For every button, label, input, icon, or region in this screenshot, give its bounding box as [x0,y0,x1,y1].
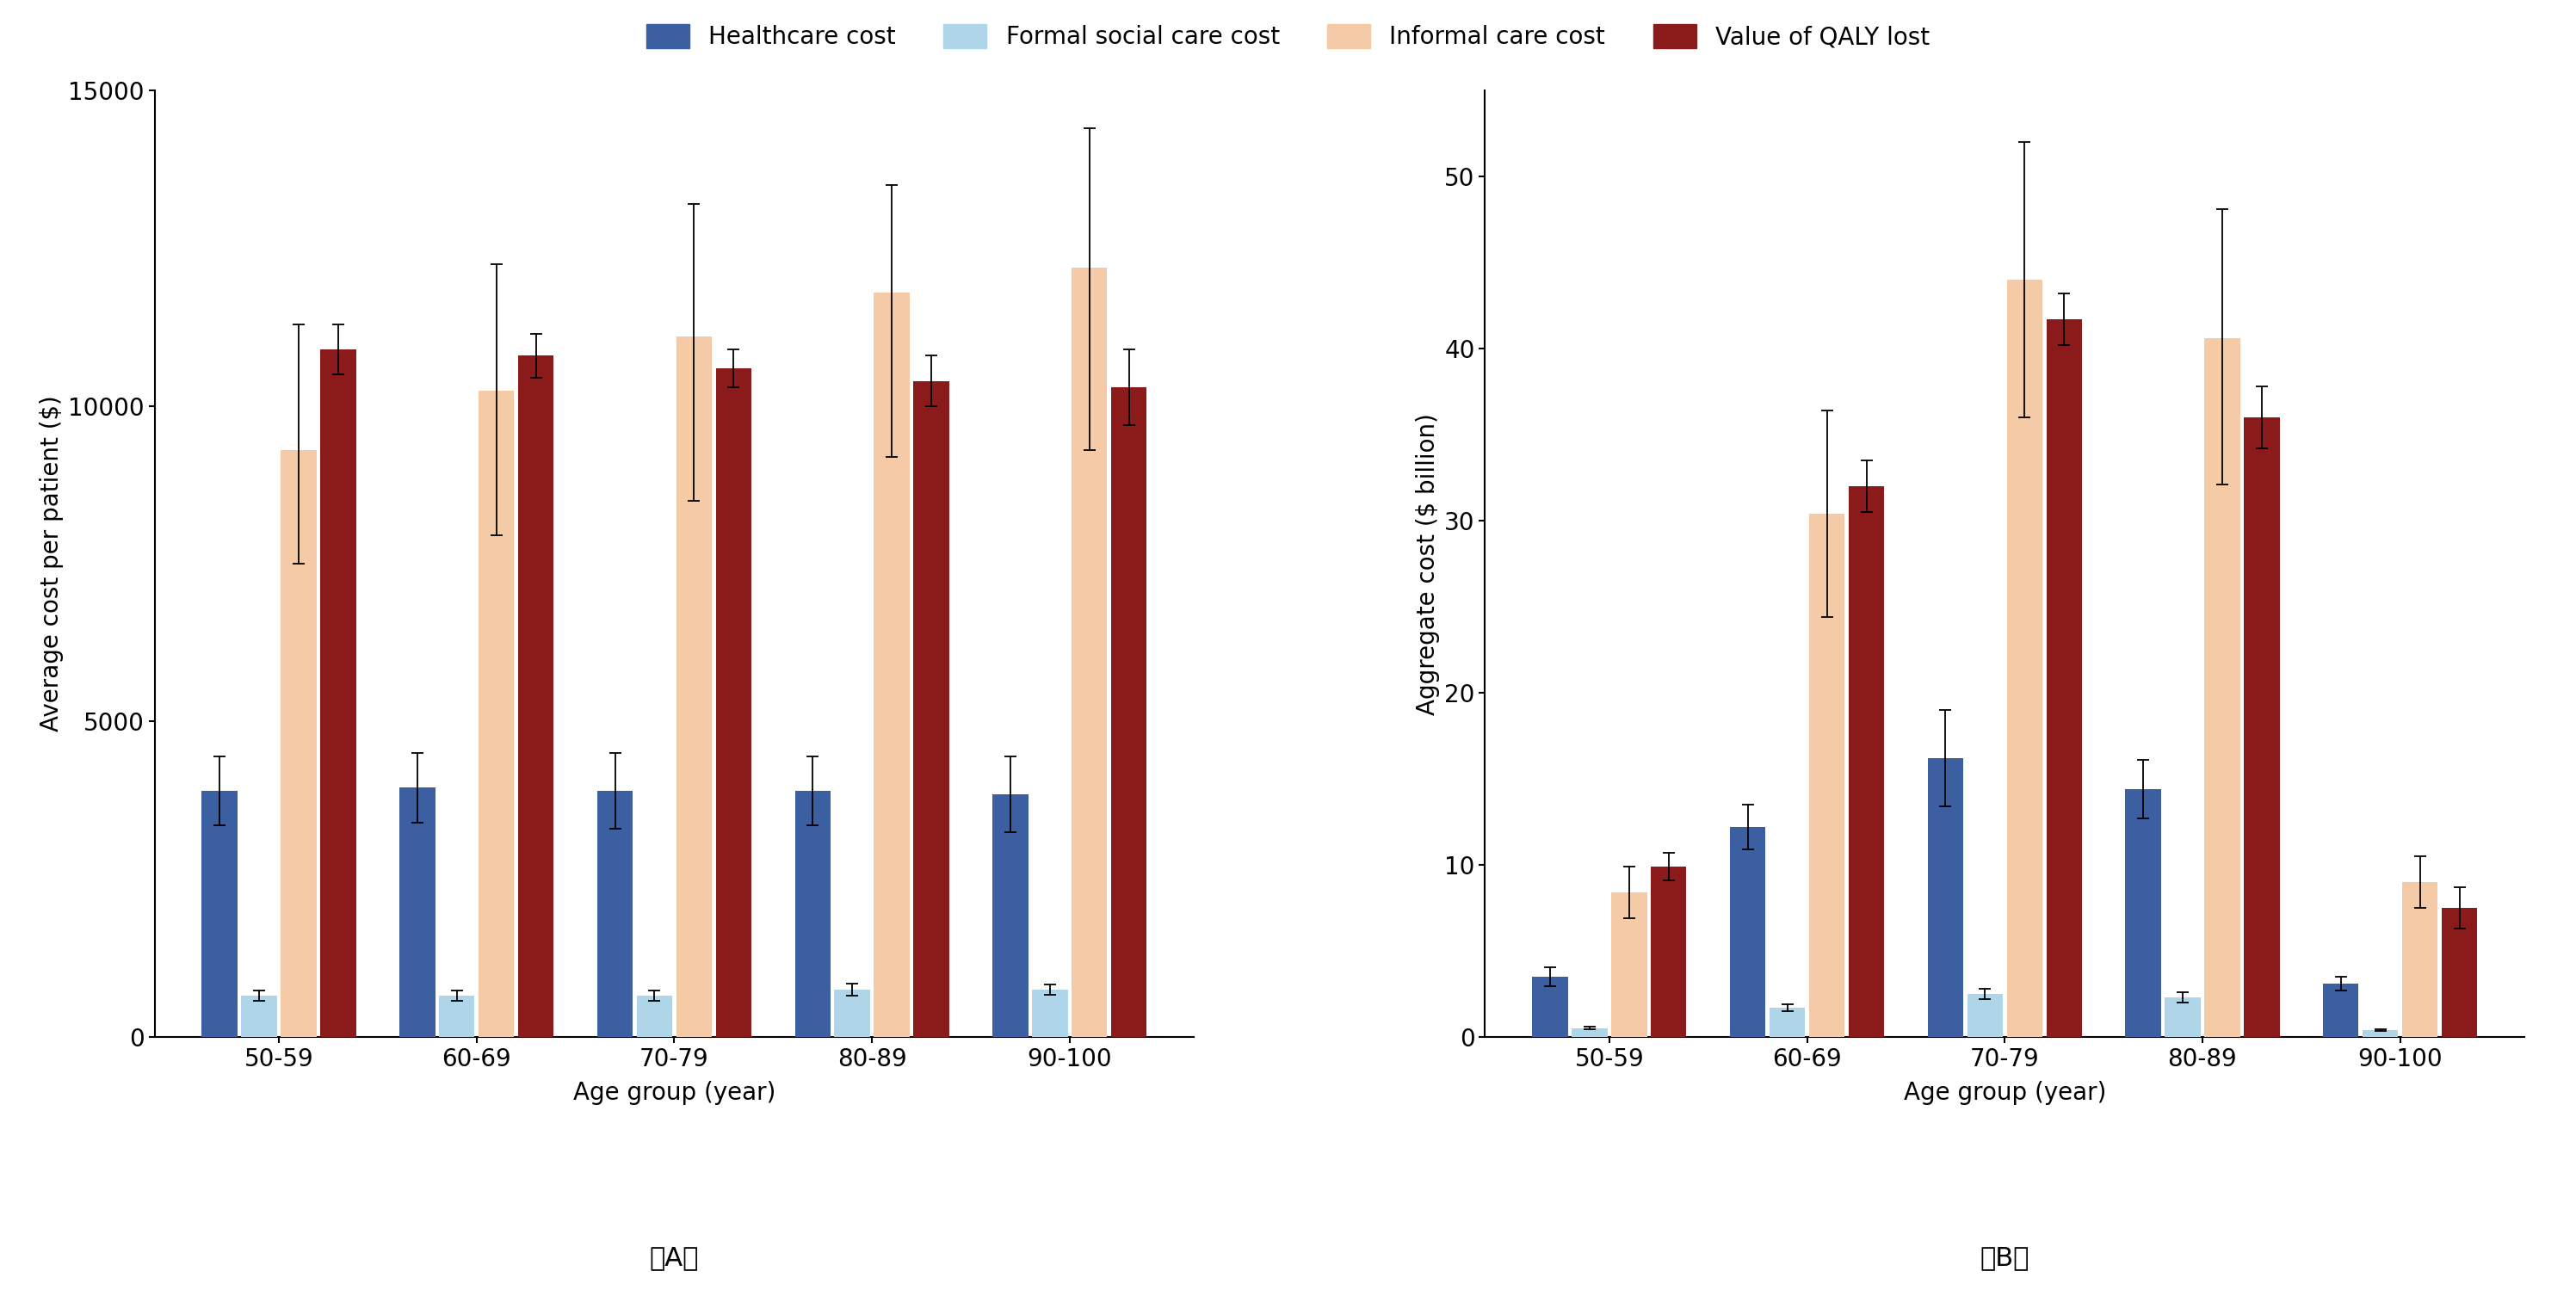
Bar [835,990,871,1037]
Bar [2007,280,2043,1037]
Text: （B）: （B） [1981,1245,2030,1270]
Bar [677,337,711,1037]
Legend: Healthcare cost, Formal social care cost, Informal care cost, Value of QALY lost: Healthcare cost, Formal social care cost… [634,12,1942,61]
Bar [2045,320,2081,1037]
Bar [914,381,948,1037]
Bar [1110,388,1146,1037]
Bar [1033,990,1066,1037]
Bar [2244,417,2280,1037]
Bar [1533,977,1569,1037]
Bar [518,355,554,1037]
Bar [716,368,752,1037]
Bar [1731,827,1765,1037]
Bar [2401,883,2437,1037]
Bar [319,350,355,1037]
Bar [2164,997,2200,1037]
Bar [281,450,317,1037]
Bar [1651,867,1687,1037]
Bar [598,791,634,1037]
Bar [1072,267,1108,1037]
Bar [2205,338,2241,1037]
Bar [242,995,278,1037]
Bar [1770,1007,1806,1037]
Text: （A）: （A） [649,1245,698,1270]
X-axis label: Age group (year): Age group (year) [1904,1081,2107,1104]
Bar [1968,994,2002,1037]
Bar [2442,907,2478,1037]
Y-axis label: Average cost per patient ($): Average cost per patient ($) [39,395,64,732]
Bar [1808,515,1844,1037]
Y-axis label: Aggregate cost ($ billion): Aggregate cost ($ billion) [1414,413,1440,714]
Bar [636,995,672,1037]
Bar [2125,789,2161,1037]
Bar [992,794,1028,1037]
Bar [1571,1028,1607,1037]
X-axis label: Age group (year): Age group (year) [572,1081,775,1104]
Bar [873,293,909,1037]
Bar [2324,984,2360,1037]
Bar [1927,758,1963,1037]
Bar [438,995,474,1037]
Bar [399,788,435,1037]
Bar [1613,893,1646,1037]
Bar [796,791,829,1037]
Bar [479,390,515,1037]
Bar [1850,486,1883,1037]
Bar [201,791,237,1037]
Bar [2362,1030,2398,1037]
